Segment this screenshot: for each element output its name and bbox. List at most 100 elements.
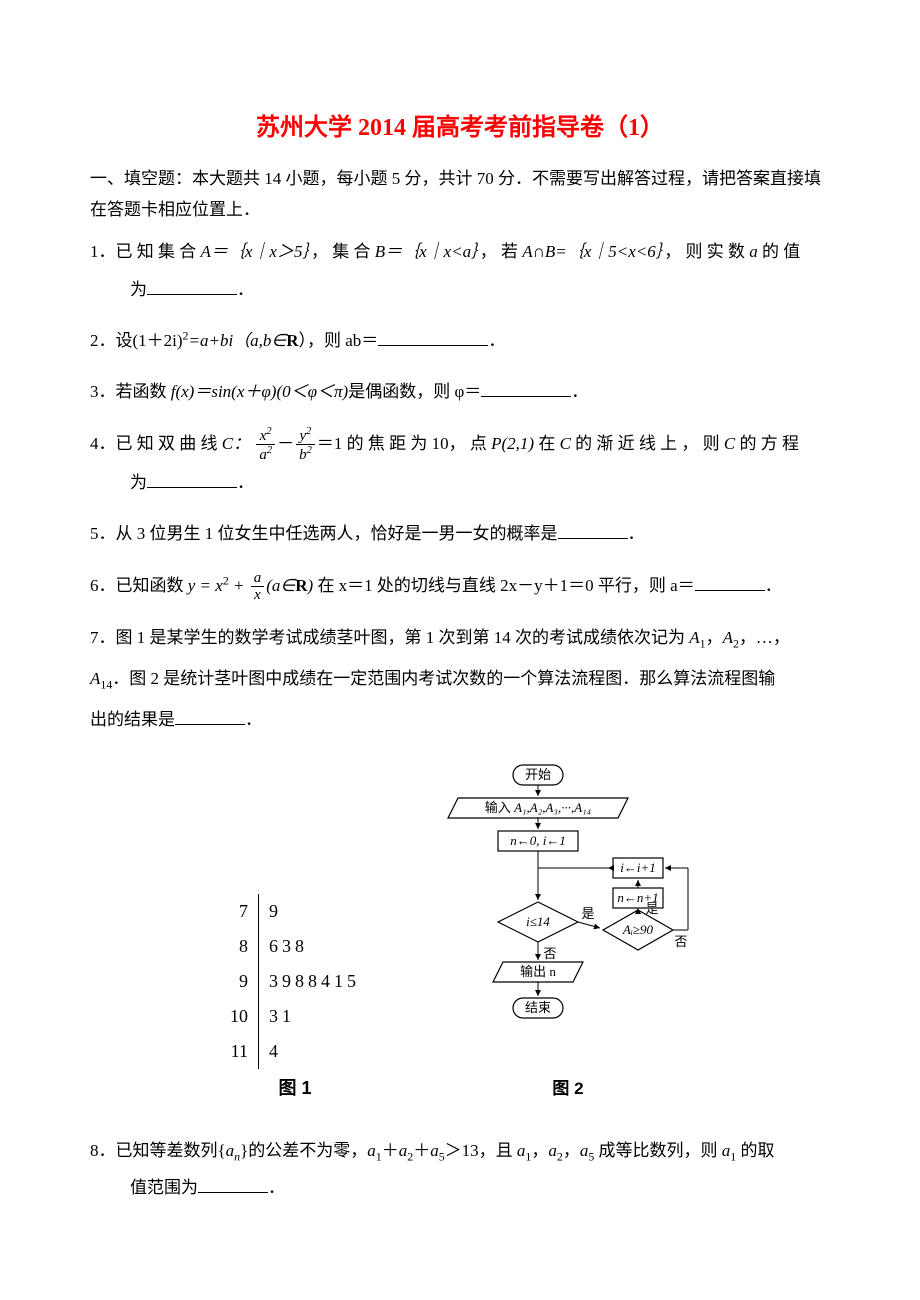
text: 在 (534, 434, 560, 453)
text: 5．从 3 位男生 1 位女生中任选两人，恰好是一男一女的概率是 (90, 524, 558, 543)
blank (695, 574, 765, 591)
math: R (295, 576, 307, 595)
text: 值范围为 (130, 1178, 198, 1197)
flowchart: 开始 输入 A₁,A₂,A₃,···,A₁₄ n←0, i←1 i←i+1 n←… (438, 760, 698, 1102)
text: 在 x＝1 处的切线与直线 2x－y＋1＝0 平行，则 a＝ (313, 576, 695, 595)
leaf: 3988415 (259, 964, 369, 999)
blank (147, 278, 237, 295)
flowchart-svg: 开始 输入 A₁,A₂,A₃,···,A₁₄ n←0, i←1 i←i+1 n←… (438, 760, 698, 1070)
math: + (229, 576, 249, 595)
text: 的 渐 近 线 上 ， 则 (571, 434, 724, 453)
section-intro: 一、填空题：本大题共 14 小题，每小题 5 分，共计 70 分．不需要写出解答… (90, 164, 830, 225)
text: ． (765, 576, 782, 595)
text: 3．若函数 (90, 382, 171, 401)
math: P(2,1) (491, 434, 534, 453)
figure-label: 图 2 (438, 1076, 698, 1102)
math: a (399, 1141, 408, 1160)
blank (175, 708, 245, 725)
text: ），则 ab＝ (299, 331, 379, 350)
text: ＝1 的 焦 距 为 10， 点 (317, 434, 491, 453)
math: A (723, 628, 733, 647)
figures-container: 79 8638 93988415 1031 114 图 1 开始 输入 A₁,A… (90, 760, 830, 1102)
text: 8．已知等差数列{ (90, 1141, 226, 1160)
text: ， (531, 1141, 548, 1160)
text: }的公差不为零， (240, 1141, 367, 1160)
math: (a∈ (266, 576, 295, 595)
problem-7: 7．图 1 是某学生的数学考试成绩茎叶图，第 1 次到第 14 次的考试成绩依次… (90, 618, 830, 740)
problem-8: 8．已知等差数列{an}的公差不为零，a1＋a2＋a5＞13，且 a1，a2，a… (90, 1132, 830, 1207)
text: ＞13，且 (445, 1141, 517, 1160)
fraction: y2b2 (296, 426, 315, 464)
svg-text:否: 否 (543, 946, 556, 961)
text: ， 若 (480, 242, 523, 261)
stem: 7 (222, 894, 259, 929)
text: ，…， (739, 628, 790, 647)
fraction: x2a2 (256, 426, 275, 464)
svg-text:输出 n: 输出 n (520, 964, 556, 979)
text: 1．已 知 集 合 (90, 242, 201, 261)
text: 4．已 知 双 曲 线 (90, 434, 222, 453)
fraction: ax (251, 570, 265, 604)
math: A (90, 669, 100, 688)
text: ， (706, 628, 723, 647)
text: ．图 2 是统计茎叶图中成绩在一定范围内考试次数的一个算法流程图．那么算法流程图… (112, 669, 775, 688)
stem: 8 (222, 929, 259, 964)
text: 的 值 (758, 242, 801, 261)
svg-text:n←0, i←1: n←0, i←1 (510, 833, 566, 848)
text: ＋ (382, 1141, 399, 1160)
text: 为 (130, 280, 147, 299)
math: a (367, 1141, 376, 1160)
math: R (286, 331, 298, 350)
svg-text:Aᵢ≥90: Aᵢ≥90 (622, 922, 654, 937)
math: C： (222, 434, 250, 453)
math: =a+bi（a,b∈ (189, 331, 287, 350)
math: A (689, 628, 699, 647)
text: ． (268, 1178, 285, 1197)
svg-text:i≤14: i≤14 (526, 914, 550, 929)
svg-text:否: 否 (674, 934, 687, 949)
math: f(x)＝sin(x＋φ)(0＜φ＜π) (171, 382, 348, 401)
blank (558, 522, 628, 539)
text: 的 方 程 (735, 434, 799, 453)
stem-leaf-plot: 79 8638 93988415 1031 114 图 1 (222, 894, 368, 1102)
text: 是偶函数，则 φ＝ (348, 382, 481, 401)
math: a (722, 1141, 731, 1160)
text: ． (488, 331, 505, 350)
svg-text:开始: 开始 (525, 767, 551, 782)
blank (147, 471, 237, 488)
svg-text:是: 是 (645, 901, 658, 916)
math: A＝｛x｜x＞5｝ (201, 242, 311, 261)
leaf: 638 (259, 929, 369, 964)
num: a (251, 570, 265, 588)
math: y = x (188, 576, 223, 595)
problem-3: 3．若函数 f(x)＝sin(x＋φ)(0＜φ＜π)是偶函数，则 φ＝． (90, 373, 830, 410)
text: 成等比数列，则 (594, 1141, 722, 1160)
blank (481, 380, 571, 397)
problem-4: 4．已 知 双 曲 线 C： x2a2－y2b2＝1 的 焦 距 为 10， 点… (90, 425, 830, 501)
text: ． (628, 524, 645, 543)
blank (198, 1176, 268, 1193)
text: 出的结果是 (90, 710, 175, 729)
leaf: 9 (259, 894, 369, 929)
stem: 10 (222, 999, 259, 1034)
problem-5: 5．从 3 位男生 1 位女生中任选两人，恰好是一男一女的概率是 ． (90, 515, 830, 552)
text: ， 则 实 数 (664, 242, 749, 261)
leaf: 4 (259, 1034, 369, 1069)
text: 为 (130, 473, 147, 492)
problem-2: 2．设(1＋2i)2=a+bi（a,b∈R），则 ab＝． (90, 322, 830, 359)
text: ， (563, 1141, 580, 1160)
text: ＋ (413, 1141, 430, 1160)
den: x (251, 587, 265, 604)
math: C (724, 434, 735, 453)
math: a (226, 1141, 235, 1160)
stem: 9 (222, 964, 259, 999)
math: a (749, 242, 758, 261)
text: ． (237, 473, 254, 492)
math: a (548, 1141, 557, 1160)
text: ． (245, 710, 262, 729)
math: C (560, 434, 571, 453)
text: 的取 (736, 1141, 774, 1160)
den: a (259, 447, 267, 463)
text: 7．图 1 是某学生的数学考试成绩茎叶图，第 1 次到第 14 次的考试成绩依次… (90, 628, 689, 647)
svg-text:i←i+1: i←i+1 (620, 860, 656, 875)
